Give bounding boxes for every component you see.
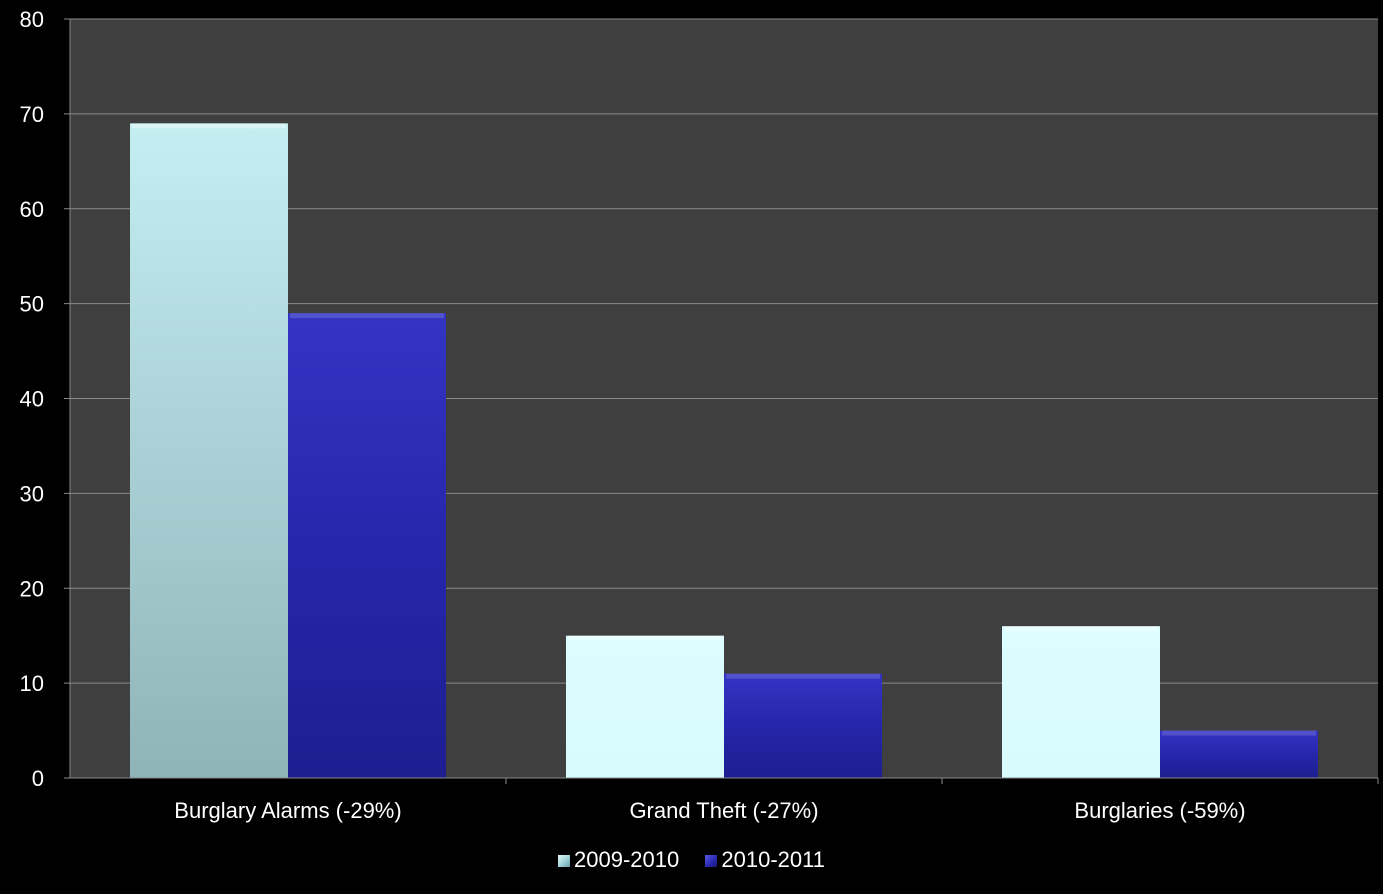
y-tick-label: 50 xyxy=(20,292,44,317)
bar-2009-2010-1 xyxy=(566,635,724,778)
y-axis: 0 10 20 30 40 50 60 70 80 xyxy=(20,7,71,791)
x-tick-label: Burglaries (-59%) xyxy=(1074,798,1245,823)
y-tick-label: 80 xyxy=(20,7,44,32)
bar-2009-2010-2 xyxy=(1002,626,1160,778)
x-axis: Burglary Alarms (-29%) Grand Theft (-27%)… xyxy=(70,777,1379,823)
bar-bevel xyxy=(290,313,444,319)
bar-2010-2011-2 xyxy=(1160,730,1318,778)
bars xyxy=(130,123,1318,779)
y-tick-label: 70 xyxy=(20,102,44,127)
bar-2009-2010-0 xyxy=(130,123,288,779)
x-tick-label: Grand Theft (-27%) xyxy=(629,798,818,823)
x-tick-label: Burglary Alarms (-29%) xyxy=(174,798,401,823)
legend-item-2009-2010: 2009-2010 xyxy=(558,847,679,873)
legend-swatch-2010-2011 xyxy=(705,855,718,868)
bar-bevel xyxy=(132,123,286,129)
bar-bevel xyxy=(568,635,722,641)
y-tick-label: 30 xyxy=(20,481,44,506)
bar-bevel xyxy=(726,673,880,679)
bar-2010-2011-0 xyxy=(288,313,446,778)
y-tick-label: 20 xyxy=(20,576,44,601)
legend-label: 2009-2010 xyxy=(574,847,680,873)
bar-bevel xyxy=(1162,730,1316,736)
y-tick-label: 0 xyxy=(32,766,44,791)
bar-2010-2011-1 xyxy=(724,673,882,778)
y-tick-label: 10 xyxy=(20,671,44,696)
y-tick-label: 40 xyxy=(20,387,44,412)
legend-label: 2010-2011 xyxy=(721,847,825,873)
bar-bevel xyxy=(1004,626,1158,632)
y-tick-label: 60 xyxy=(20,197,44,222)
legend: 2009-2010 2010-2011 xyxy=(0,846,1383,873)
legend-swatch-2009-2010 xyxy=(558,855,571,868)
legend-item-2010-2011: 2010-2011 xyxy=(705,847,825,873)
